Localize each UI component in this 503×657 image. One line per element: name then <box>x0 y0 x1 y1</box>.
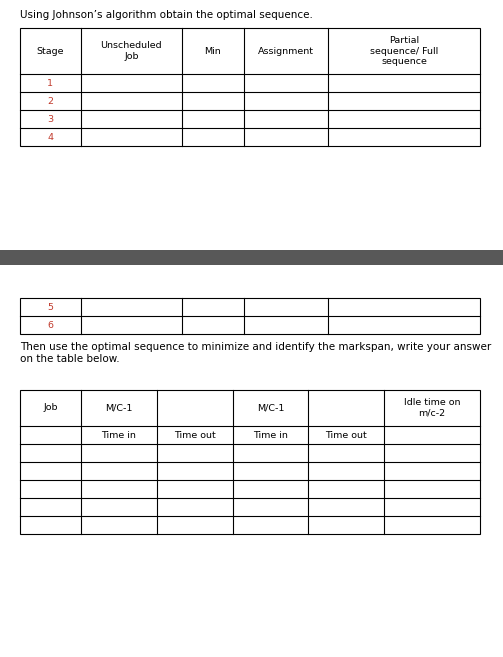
Bar <box>20 390 480 534</box>
Text: 3: 3 <box>47 114 53 124</box>
Text: 6: 6 <box>47 321 53 330</box>
Text: Assignment: Assignment <box>258 47 314 55</box>
Text: Then use the optimal sequence to minimize and identify the markspan, write your : Then use the optimal sequence to minimiz… <box>20 342 491 363</box>
Text: Time out: Time out <box>174 430 215 440</box>
Text: Idle time on
m/c-2: Idle time on m/c-2 <box>404 398 460 418</box>
Text: Time in: Time in <box>253 430 288 440</box>
Text: 1: 1 <box>47 78 53 87</box>
Text: Min: Min <box>204 47 221 55</box>
Text: Partial
sequence/ Full
sequence: Partial sequence/ Full sequence <box>370 36 438 66</box>
Text: 5: 5 <box>47 302 53 311</box>
Bar <box>20 298 480 334</box>
Bar <box>20 28 480 146</box>
Text: Job: Job <box>43 403 58 413</box>
Text: Unscheduled
Job: Unscheduled Job <box>101 41 162 60</box>
Text: M/C-1: M/C-1 <box>257 403 284 413</box>
Text: Time out: Time out <box>325 430 367 440</box>
Text: M/C-1: M/C-1 <box>105 403 132 413</box>
Text: Stage: Stage <box>37 47 64 55</box>
Text: Using Johnson’s algorithm obtain the optimal sequence.: Using Johnson’s algorithm obtain the opt… <box>20 10 313 20</box>
Bar <box>0 250 503 265</box>
Text: Time in: Time in <box>101 430 136 440</box>
Text: 4: 4 <box>47 133 53 141</box>
Text: 2: 2 <box>47 97 53 106</box>
